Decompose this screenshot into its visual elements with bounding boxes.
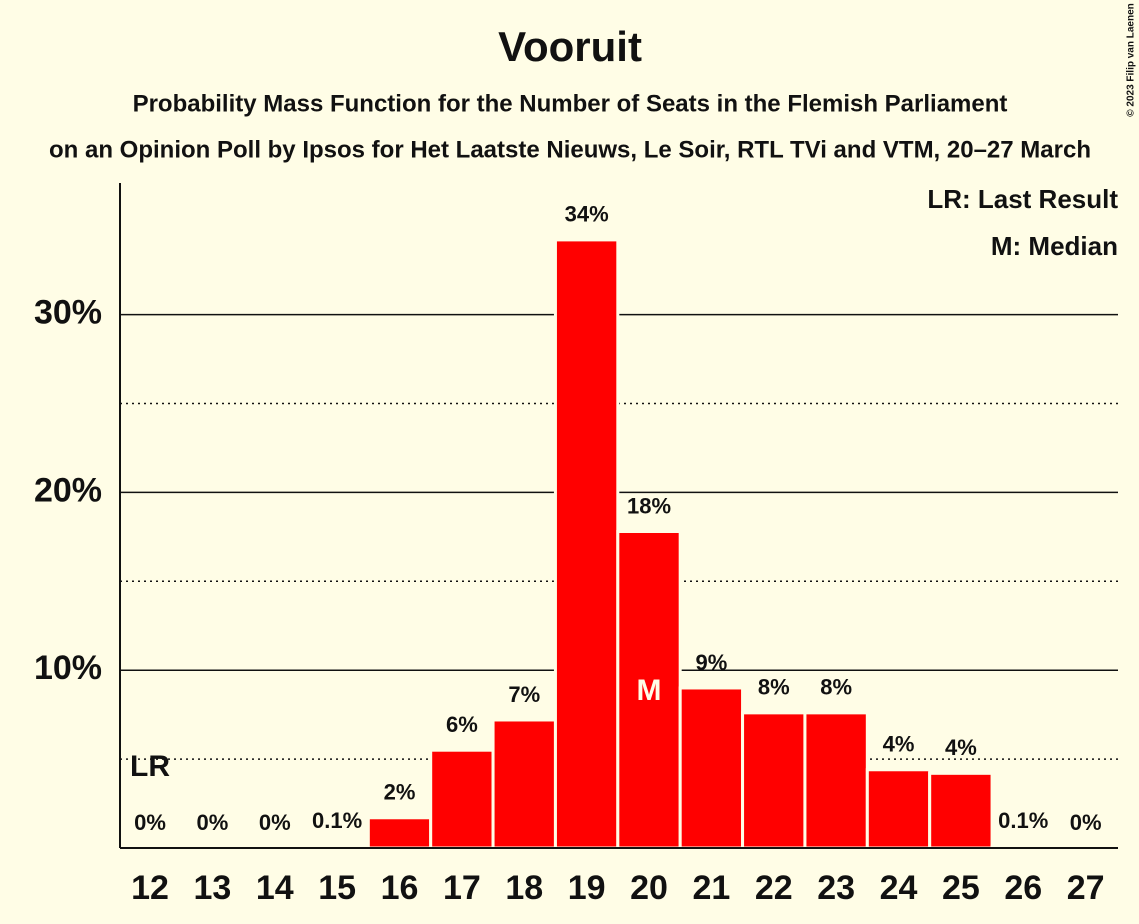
bar: [741, 711, 807, 850]
value-label: 18%: [627, 493, 671, 518]
bar: [553, 238, 620, 850]
value-label: 0.1%: [998, 808, 1048, 833]
x-tick-label: 19: [568, 869, 606, 907]
x-tick-label: 26: [1004, 869, 1042, 907]
x-tick-label: 17: [443, 869, 481, 907]
x-tick-label: 27: [1067, 869, 1105, 907]
value-label: 4%: [883, 732, 915, 757]
legend-entry: M: Median: [991, 231, 1118, 261]
value-label: 9%: [695, 650, 727, 675]
copyright: © 2023 Filip van Laenen: [1126, 3, 1137, 117]
x-tick-label: 15: [318, 869, 356, 907]
value-label: 8%: [820, 675, 852, 700]
y-tick-label: 10%: [34, 649, 102, 687]
y-tick-label: 20%: [34, 471, 102, 509]
last-result-marker: LR: [130, 750, 170, 783]
x-tick-label: 12: [131, 869, 169, 907]
x-tick-label: 13: [193, 869, 231, 907]
x-tick-label: 24: [880, 869, 918, 907]
value-label: 2%: [384, 780, 416, 805]
bar: [928, 771, 994, 850]
value-label: 6%: [446, 712, 478, 737]
value-label: 7%: [508, 682, 540, 707]
x-tick-label: 16: [381, 869, 419, 907]
x-tick-label: 20: [630, 869, 668, 907]
value-label: 4%: [945, 735, 977, 760]
value-label: 0%: [134, 810, 166, 835]
chart-title: Vooruit: [498, 23, 642, 70]
bar: [803, 711, 869, 850]
chart-subtitle: Probability Mass Function for the Number…: [133, 90, 1008, 117]
y-tick-label: 30%: [34, 294, 102, 332]
x-tick-label: 25: [942, 869, 980, 907]
value-label: 0%: [1070, 810, 1102, 835]
x-tick-label: 23: [817, 869, 855, 907]
x-tick-label: 14: [256, 869, 294, 907]
value-label: 0%: [196, 810, 228, 835]
x-tick-label: 21: [692, 869, 730, 907]
bar: [429, 748, 495, 850]
bar: [366, 816, 433, 850]
value-label: 0.1%: [312, 808, 362, 833]
value-label: 0%: [259, 810, 291, 835]
x-tick-label: 18: [505, 869, 543, 907]
bar: [491, 718, 557, 850]
chart-subtitle: on an Opinion Poll by Ipsos for Het Laat…: [49, 136, 1091, 163]
value-label: 34%: [565, 202, 609, 227]
value-label: 8%: [758, 675, 790, 700]
bar: [865, 768, 932, 850]
x-tick-label: 22: [755, 869, 793, 907]
legend-entry: LR: Last Result: [927, 184, 1118, 214]
median-marker: M: [637, 674, 662, 707]
bar: [678, 686, 745, 850]
